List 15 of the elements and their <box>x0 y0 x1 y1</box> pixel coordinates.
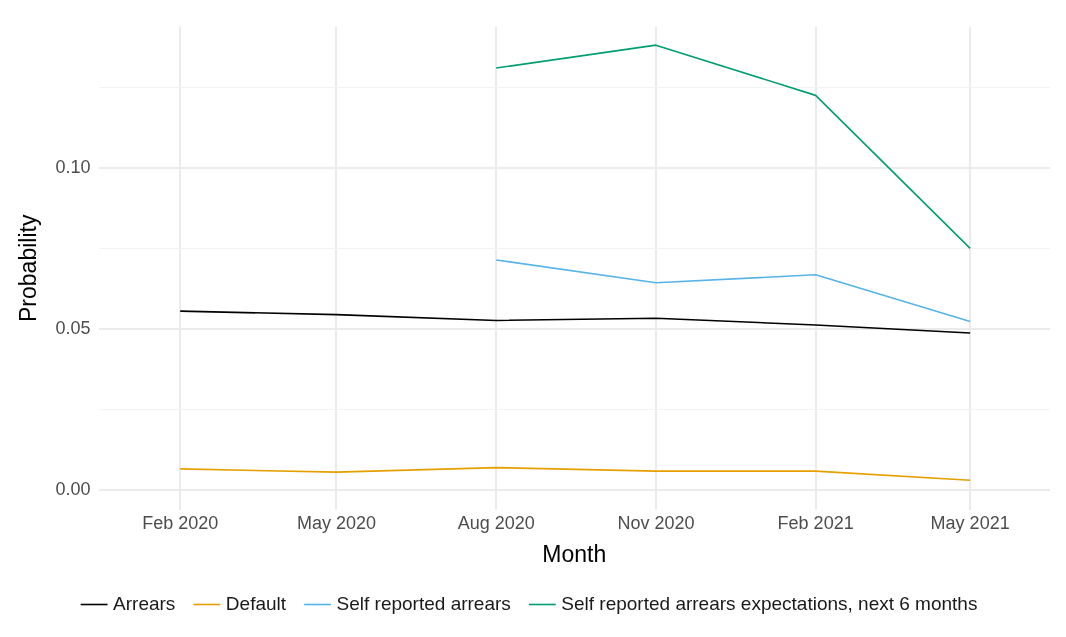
y-tick-label: 0.05 <box>55 318 91 339</box>
x-tick-label: May 2020 <box>296 512 377 533</box>
x-tick-label: Nov 2020 <box>617 512 695 533</box>
x-tick-label: Feb 2021 <box>777 512 854 533</box>
legend-label: Arrears <box>113 592 176 614</box>
y-axis-title: Probability <box>15 214 42 322</box>
legend-label: Default <box>225 592 287 614</box>
y-tick-label: 0.10 <box>55 157 91 178</box>
y-tick-label: 0.00 <box>55 479 91 500</box>
x-axis-title: Month <box>542 540 607 567</box>
x-tick-label: Aug 2020 <box>457 512 535 533</box>
x-tick-label: Feb 2020 <box>142 512 219 533</box>
legend-label: Self reported arrears <box>336 592 511 614</box>
x-tick-label: May 2021 <box>930 512 1010 533</box>
legend-label: Self reported arrears expectations, next 6 months <box>561 592 978 614</box>
